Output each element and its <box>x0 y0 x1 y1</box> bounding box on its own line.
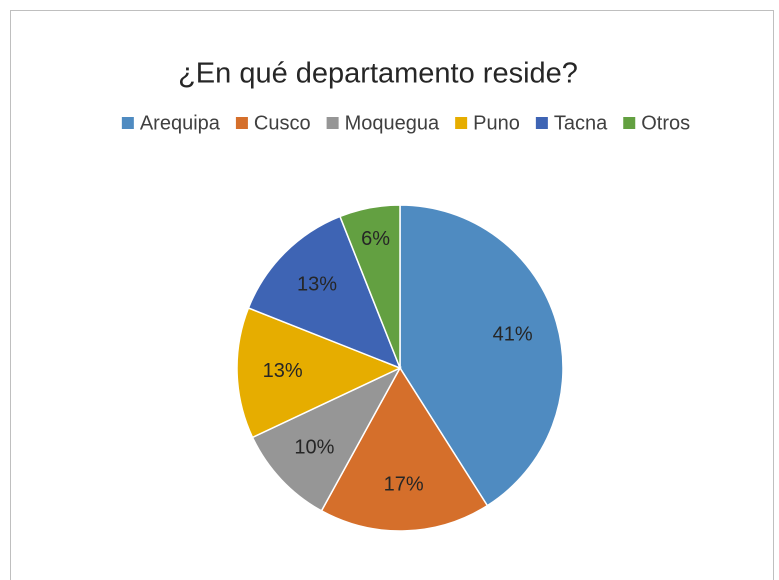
legend-swatch <box>235 117 248 129</box>
pie-slice <box>399 204 564 507</box>
legend-swatch <box>326 117 339 129</box>
pie-slice <box>320 366 489 532</box>
value-label: 41% <box>493 324 533 346</box>
pie-slice <box>236 307 402 439</box>
legend-swatch <box>623 117 636 129</box>
legend-label: Cusco <box>254 112 311 134</box>
value-label: 13% <box>297 273 337 295</box>
legend-swatch <box>121 117 134 129</box>
legend-swatch <box>535 117 548 129</box>
value-label: 13% <box>263 360 303 382</box>
value-label: 17% <box>384 474 424 496</box>
value-label: 10% <box>294 437 334 459</box>
legend-label: Otros <box>641 112 690 134</box>
pie <box>236 204 564 532</box>
legend-label: Arequipa <box>140 112 221 134</box>
pie-slice <box>339 204 401 369</box>
chart-title: ¿En qué departamento reside? <box>178 58 578 90</box>
legend-label: Tacna <box>554 112 608 134</box>
legend-label: Moquegua <box>345 112 440 134</box>
data-labels: 41% 17% 10% 13% 13% 6% <box>263 228 533 495</box>
chart-border <box>10 10 774 580</box>
legend-label: Puno <box>473 112 520 134</box>
legend: Arequipa Cusco Moquegua Puno Tacna Otros <box>121 112 690 134</box>
value-label: 6% <box>361 228 390 250</box>
pie-slice <box>247 215 402 370</box>
legend-swatch <box>455 117 468 129</box>
pie-slice <box>251 366 402 512</box>
